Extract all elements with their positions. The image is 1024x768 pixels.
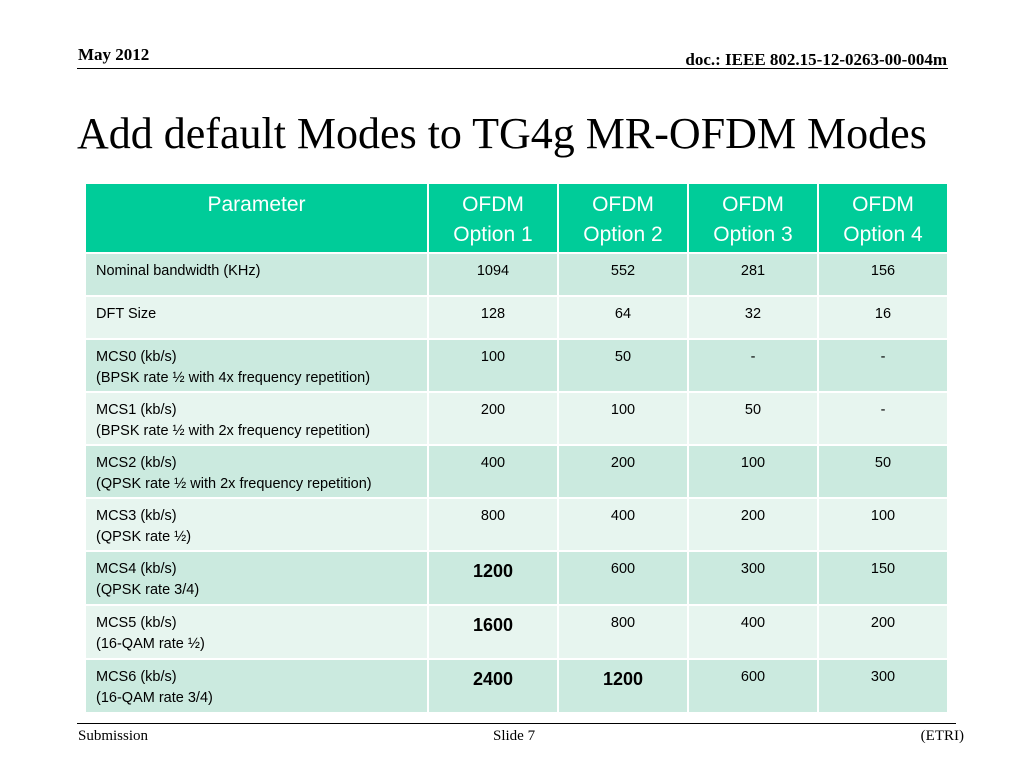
column-header-option-1: OFDM Option 1: [427, 182, 559, 254]
option-1-value-cell: 800: [427, 497, 559, 552]
option-2-value-cell: 552: [557, 252, 689, 297]
column-header-parameter: Parameter: [84, 182, 429, 254]
parameter-cell: MCS1 (kb/s) (BPSK rate ½ with 2x frequen…: [84, 391, 429, 446]
option-1-value-cell: 200: [427, 391, 559, 446]
ofdm-parameter-table: Parameter OFDM Option 1 OFDM Option 2 OF…: [84, 182, 949, 714]
option-2-value-cell: 400: [557, 497, 689, 552]
option-3-value-cell: 100: [687, 444, 819, 499]
option-4-value-cell: -: [817, 338, 949, 393]
table-row: MCS3 (kb/s) (QPSK rate ½) 800 400 200 100: [84, 497, 949, 552]
parameter-cell: MCS6 (kb/s) (16-QAM rate 3/4): [84, 658, 429, 714]
option-3-value-cell: -: [687, 338, 819, 393]
footer-organization: (ETRI): [920, 728, 964, 744]
table-row: MCS0 (kb/s) (BPSK rate ½ with 4x frequen…: [84, 338, 949, 393]
option-2-value-cell: 1200: [557, 658, 689, 714]
option-4-value-cell: 156: [817, 252, 949, 297]
slide-title: Add default Modes to TG4g MR-OFDM Modes: [77, 109, 927, 158]
option-2-value-cell: 100: [557, 391, 689, 446]
column-header-option-2: OFDM Option 2: [557, 182, 689, 254]
option-4-value-cell: 50: [817, 444, 949, 499]
option-1-value-cell: 100: [427, 338, 559, 393]
column-header-option-4: OFDM Option 4: [817, 182, 949, 254]
option-3-value-cell: 32: [687, 295, 819, 340]
footer-slide-number: Slide 7: [493, 728, 536, 744]
option-4-value-cell: 150: [817, 550, 949, 606]
header-doc-id: doc.: IEEE 802.15-12-0263-00-004m: [685, 50, 947, 69]
footer-divider: [77, 723, 956, 724]
option-3-value-cell: 400: [687, 604, 819, 660]
table-row: MCS6 (kb/s) (16-QAM rate 3/4) 2400 1200 600…: [84, 658, 949, 714]
table-row: MCS2 (kb/s) (QPSK rate ½ with 2x frequen…: [84, 444, 949, 499]
parameter-cell: MCS0 (kb/s) (BPSK rate ½ with 4x frequen…: [84, 338, 429, 393]
option-3-value-cell: 281: [687, 252, 819, 297]
option-1-value-cell: 1600: [427, 604, 559, 660]
option-2-value-cell: 800: [557, 604, 689, 660]
option-3-value-cell: 200: [687, 497, 819, 552]
option-4-value-cell: 300: [817, 658, 949, 714]
header-date: May 2012: [78, 45, 150, 64]
parameter-cell: MCS4 (kb/s) (QPSK rate 3/4): [84, 550, 429, 606]
option-1-value-cell: 128: [427, 295, 559, 340]
table-row: MCS1 (kb/s) (BPSK rate ½ with 2x frequen…: [84, 391, 949, 446]
option-4-value-cell: 100: [817, 497, 949, 552]
parameter-cell: MCS3 (kb/s) (QPSK rate ½): [84, 497, 429, 552]
option-1-value-cell: 400: [427, 444, 559, 499]
table-row: MCS4 (kb/s) (QPSK rate 3/4) 1200 600 300 150: [84, 550, 949, 606]
option-4-value-cell: 200: [817, 604, 949, 660]
table-row: Nominal bandwidth (KHz) 1094 552 281 156: [84, 252, 949, 297]
option-3-value-cell: 300: [687, 550, 819, 606]
parameter-cell: Nominal bandwidth (KHz): [84, 252, 429, 297]
option-4-value-cell: 16: [817, 295, 949, 340]
option-3-value-cell: 600: [687, 658, 819, 714]
column-header-option-3: OFDM Option 3: [687, 182, 819, 254]
table-row: DFT Size 128 64 32 16: [84, 295, 949, 340]
option-2-value-cell: 600: [557, 550, 689, 606]
table-header-row: Parameter OFDM Option 1 OFDM Option 2 OF…: [84, 182, 949, 254]
header-divider: [77, 68, 948, 69]
option-2-value-cell: 200: [557, 444, 689, 499]
option-1-value-cell: 1200: [427, 550, 559, 606]
option-1-value-cell: 1094: [427, 252, 559, 297]
option-2-value-cell: 64: [557, 295, 689, 340]
footer-submission: Submission: [78, 728, 149, 744]
option-1-value-cell: 2400: [427, 658, 559, 714]
parameter-cell: MCS2 (kb/s) (QPSK rate ½ with 2x frequen…: [84, 444, 429, 499]
option-2-value-cell: 50: [557, 338, 689, 393]
parameter-cell: MCS5 (kb/s) (16-QAM rate ½): [84, 604, 429, 660]
option-3-value-cell: 50: [687, 391, 819, 446]
table-row: MCS5 (kb/s) (16-QAM rate ½) 1600 800 400 200: [84, 604, 949, 660]
option-4-value-cell: -: [817, 391, 949, 446]
parameter-cell: DFT Size: [84, 295, 429, 340]
